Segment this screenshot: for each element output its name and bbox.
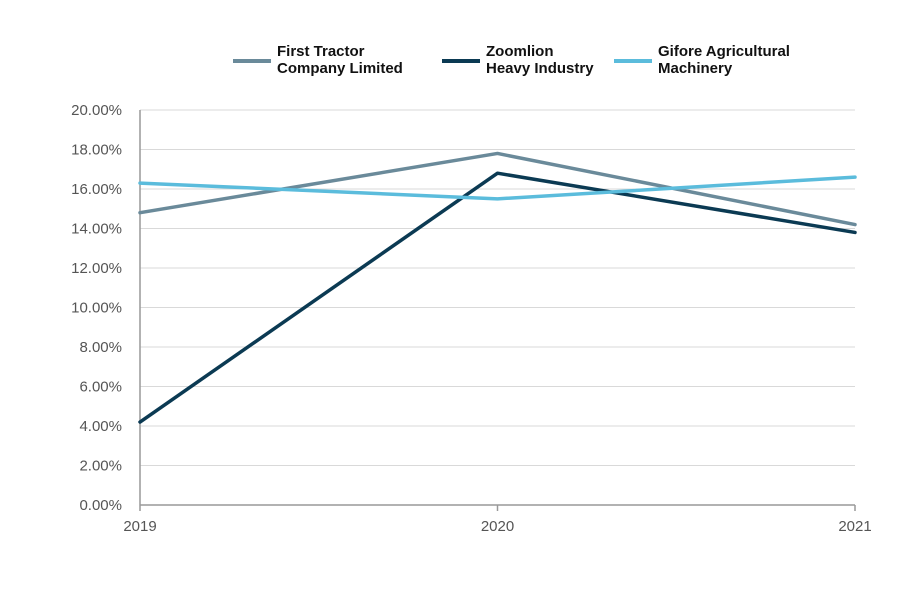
- y-tick-label: 2.00%: [79, 458, 122, 475]
- line-chart: 0.00% 2.00% 4.00% 6.00% 8.00% 10.00% 12.00% 14.…: [0, 0, 900, 600]
- legend-label: Zoomlion Heavy Industry: [486, 44, 594, 77]
- x-tick-label: 2021: [838, 518, 871, 535]
- y-tick-label: 4.00%: [79, 418, 122, 435]
- x-tick-label: 2019: [123, 518, 156, 535]
- y-tick-label: 6.00%: [79, 379, 122, 396]
- y-tick-label: 14.00%: [71, 221, 122, 238]
- legend-item-zoomlion: Zoomlion Heavy Industry: [442, 44, 594, 77]
- y-tick-label: 10.00%: [71, 300, 122, 317]
- legend-label: Gifore Agricultural Machinery: [658, 44, 790, 77]
- x-tick-label: 2020: [481, 518, 514, 535]
- y-tick-label: 20.00%: [71, 102, 122, 119]
- legend-swatch: [614, 59, 652, 63]
- chart-container: 0.00% 2.00% 4.00% 6.00% 8.00% 10.00% 12.00% 14.…: [0, 0, 900, 600]
- legend-label: First Tractor Company Limited: [277, 44, 403, 77]
- legend-item-first_tractor: First Tractor Company Limited: [233, 44, 403, 77]
- y-tick-label: 12.00%: [71, 260, 122, 277]
- legend-swatch: [442, 59, 480, 63]
- legend-swatch: [233, 59, 271, 63]
- y-tick-label: 18.00%: [71, 142, 122, 159]
- y-tick-label: 8.00%: [79, 339, 122, 356]
- y-tick-label: 16.00%: [71, 181, 122, 198]
- legend-item-gifore: Gifore Agricultural Machinery: [614, 44, 790, 77]
- y-tick-label: 0.00%: [79, 497, 122, 514]
